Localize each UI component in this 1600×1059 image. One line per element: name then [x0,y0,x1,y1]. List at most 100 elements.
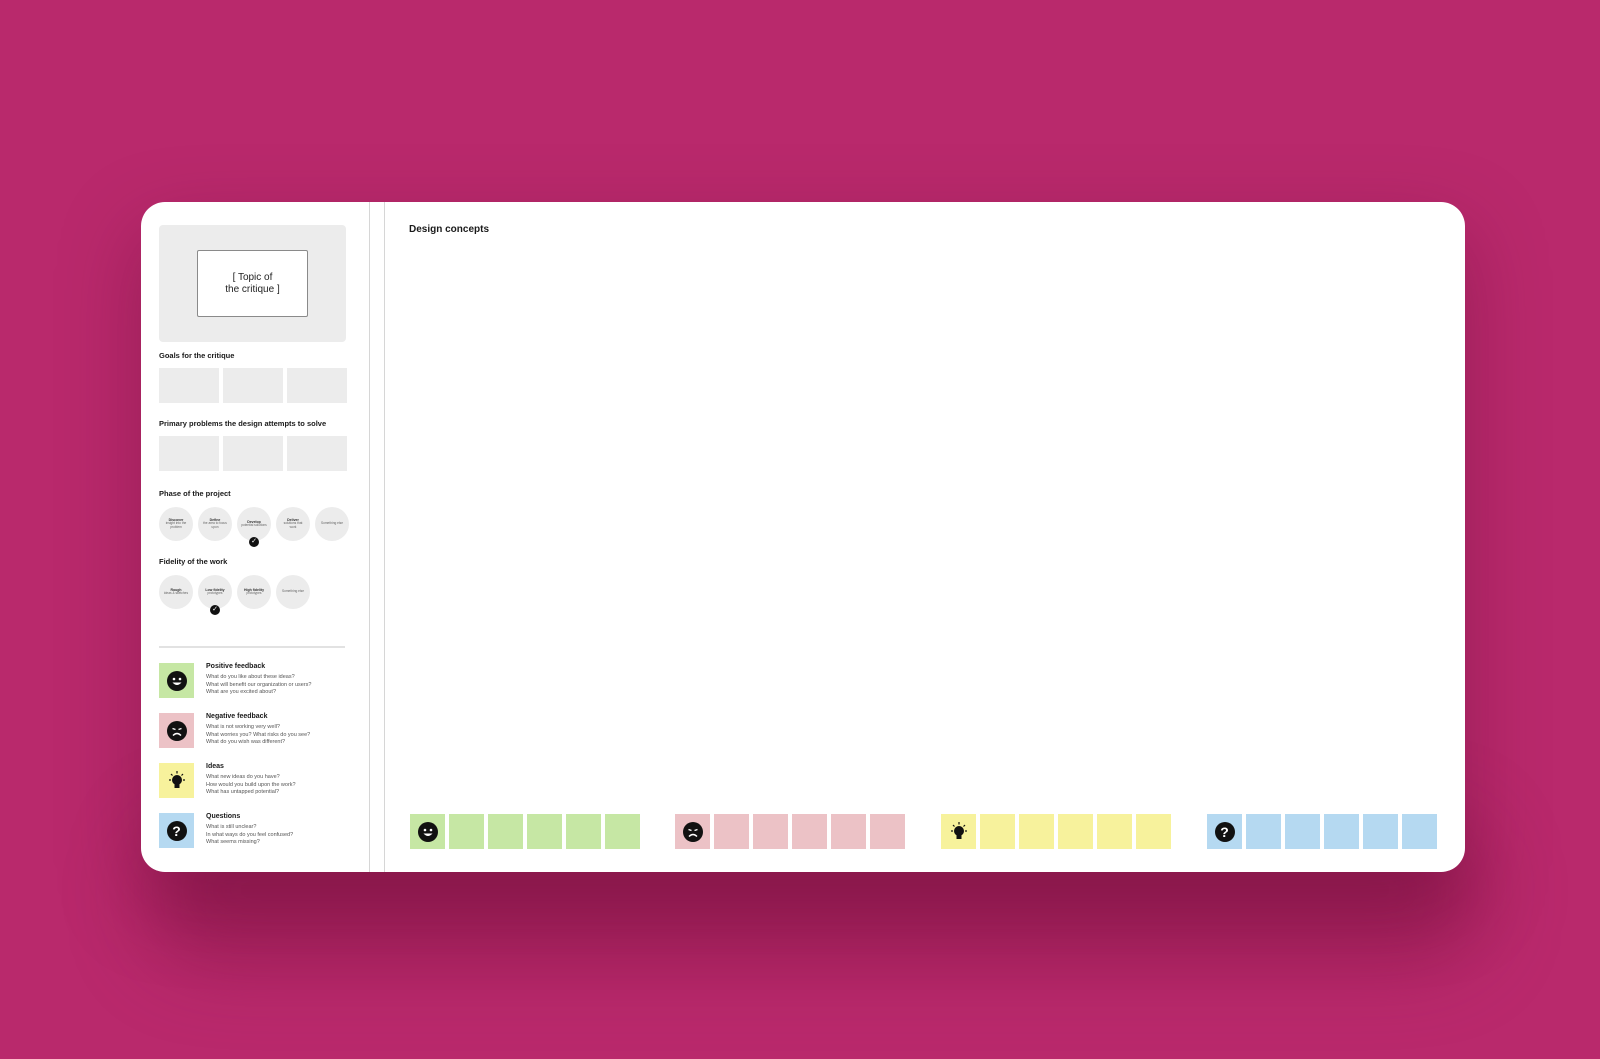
checkmark-icon: ✓ [210,605,220,615]
positive-sticky[interactable] [449,814,484,849]
phase-options: Discover insight into the problem Define th… [159,507,349,547]
legend-positive: Positive feedback What do you like about… [159,663,349,699]
phase-title: Phase of the project [159,489,231,498]
fidelity-option[interactable]: Low fidelity prototypes ✓ [198,575,232,615]
positive-sticky[interactable] [566,814,601,849]
option-title: Define [209,518,221,523]
lightbulb-icon [168,770,185,788]
problem-sticky[interactable] [223,436,283,471]
option-subtitle: Something else [321,521,343,526]
question-icon: ? [166,820,187,841]
ideas-sticky[interactable] [1136,814,1171,849]
option-subtitle: prototypes [207,591,223,596]
negative-sticky[interactable] [831,814,866,849]
goal-sticky[interactable] [159,368,219,403]
ideas-sticky[interactable] [1058,814,1093,849]
divider [159,646,345,648]
negative-sticky-group [675,814,905,849]
frown-icon [682,821,703,842]
problems-row [159,436,347,471]
positive-icon-sticky[interactable] [410,814,445,849]
ideas-swatch[interactable] [159,763,194,798]
topic-area: [ Topic of the critique ] [159,225,346,342]
phase-option[interactable]: Discover insight into the problem [159,507,193,541]
positive-sticky-group [410,814,640,849]
fidelity-option[interactable]: High fidelity prototypes [237,575,271,609]
questions-sticky-group: ? [1207,814,1437,849]
option-subtitle: the area to focus upon [203,521,227,529]
questions-icon-sticky[interactable]: ? [1207,814,1242,849]
positive-sticky[interactable] [605,814,640,849]
option-title: Low fidelity [205,588,225,593]
phase-option[interactable]: Define the area to focus upon [198,507,232,541]
questions-sticky[interactable] [1246,814,1281,849]
legend-questions: What is still unclear? In what ways do y… [206,824,294,846]
ideas-sticky[interactable] [1097,814,1132,849]
option-subtitle: potential solutions [241,523,267,528]
design-concepts-title: Design concepts [409,224,490,235]
ideas-sticky[interactable] [1019,814,1054,849]
questions-sticky[interactable] [1402,814,1437,849]
problem-sticky[interactable] [159,436,219,471]
phase-option[interactable]: Something else [315,507,349,541]
critique-board: [ Topic of the critique ] Goals for the … [141,202,1465,872]
option-subtitle: prototypes [246,591,262,596]
panel-divider [369,202,370,872]
legend-negative: Negative feedback What is not working ve… [159,713,349,749]
left-panel: [ Topic of the critique ] Goals for the … [141,202,369,872]
ideas-sticky-group [941,814,1171,849]
phase-option[interactable]: Deliver solutions that work [276,507,310,541]
legend-questions: What do you like about these ideas? What… [206,674,312,696]
legend-questions: What is not working very well? What worr… [206,724,311,746]
negative-sticky[interactable] [792,814,827,849]
checkmark-icon: ✓ [249,537,259,547]
positive-sticky[interactable] [527,814,562,849]
fidelity-option[interactable]: Rough ideas & sketches [159,575,193,609]
negative-swatch[interactable] [159,713,194,748]
questions-sticky[interactable] [1363,814,1398,849]
option-title: Develop [247,520,261,525]
fidelity-options: Rough ideas & sketches Low fidelity prototy… [159,575,310,615]
ideas-sticky[interactable] [980,814,1015,849]
questions-sticky[interactable] [1324,814,1359,849]
positive-sticky[interactable] [488,814,523,849]
option-title: Deliver [287,518,299,523]
smile-icon [166,670,187,691]
goals-title: Goals for the critique [159,351,235,360]
phase-option[interactable]: Develop potential solutions ✓ [237,507,271,547]
legend-title: Positive feedback [206,663,266,670]
goal-sticky[interactable] [223,368,283,403]
frown-icon [166,720,187,741]
fidelity-title: Fidelity of the work [159,557,228,566]
problems-title: Primary problems the design attempts to … [159,419,327,428]
problem-sticky[interactable] [287,436,347,471]
questions-sticky[interactable] [1285,814,1320,849]
fidelity-option[interactable]: Something else [276,575,310,609]
option-subtitle: insight into the problem [165,521,187,529]
panel-divider [384,202,385,872]
smile-icon [417,821,438,842]
goal-sticky[interactable] [287,368,347,403]
goals-row [159,368,347,403]
negative-sticky[interactable] [870,814,905,849]
option-title: Rough [170,588,182,593]
negative-sticky[interactable] [714,814,749,849]
lightbulb-icon [950,821,967,839]
negative-icon-sticky[interactable] [675,814,710,849]
option-title: Discover [168,518,184,523]
ideas-icon-sticky[interactable] [941,814,976,849]
question-icon: ? [1214,821,1235,842]
option-subtitle: solutions that work [283,521,303,529]
legend-title: Ideas [206,763,224,770]
questions-swatch[interactable]: ? [159,813,194,848]
legend-title: Negative feedback [206,713,268,720]
option-subtitle: ideas & sketches [163,591,189,596]
negative-sticky[interactable] [753,814,788,849]
legend-questions: ? Questions What is still unclear? In wh… [159,813,349,849]
positive-swatch[interactable] [159,663,194,698]
topic-card[interactable]: [ Topic of the critique ] [197,250,308,317]
legend-ideas: Ideas What new ideas do you have? How wo… [159,763,349,799]
legend-title: Questions [206,813,241,820]
option-title: High fidelity [243,588,265,593]
legend-questions: What new ideas do you have? How would yo… [206,774,296,796]
